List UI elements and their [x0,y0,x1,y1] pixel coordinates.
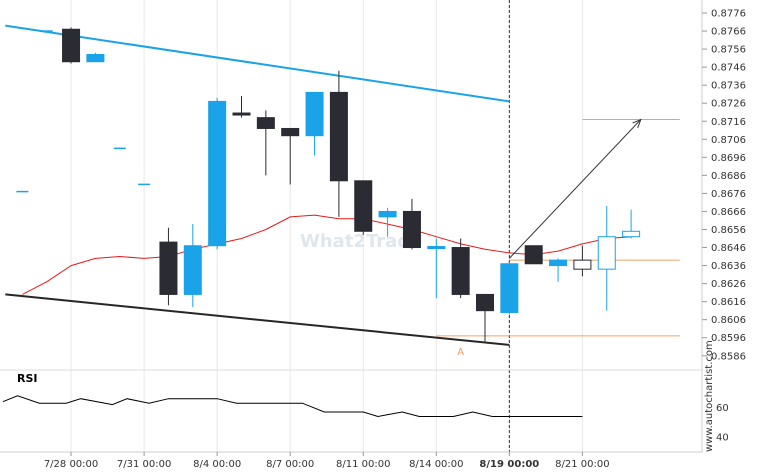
y-tick-label: 0.8766 [711,27,746,38]
axes: 0.8776 0.8766 0.8756 0.8746 0.8736 0.8726 0.87… [0,0,746,470]
y-tick-label: 0.8746 [711,63,746,74]
x-tick-label: 8/7 00:00 [266,459,314,470]
y-tick-label: 0.8616 [711,297,746,308]
candle-body [427,246,446,250]
candle-body [232,112,251,116]
candle-body [354,180,373,232]
y-tick-label: 0.8726 [711,99,746,110]
forecast-arrow [508,118,642,259]
candle-body [597,236,616,270]
candle-body [549,259,568,267]
y-tick-label: 0.8586 [711,351,746,362]
y-tick-label: 0.8636 [711,261,746,272]
rsi-panel: RSI 60 40 [0,369,729,444]
point-marker-label: A [457,347,464,358]
candle-body [329,91,348,182]
candle-body [524,245,543,265]
y-tick-label: 0.8706 [711,135,746,146]
candle-body [256,117,275,129]
y-tick-label: 0.8756 [711,45,746,56]
rsi-tick-label: 40 [716,433,729,444]
price-levels [436,118,680,337]
candle-body [86,54,105,63]
candle-body [281,127,300,137]
x-tick-label: 7/28 00:00 [44,459,98,470]
watermark-text: What2Trade [300,231,422,252]
candle-body [159,241,178,295]
y-tick-label: 0.8676 [711,189,746,200]
x-tick-label: 8/11 00:00 [336,459,390,470]
candle-body [573,259,592,270]
rsi-title: RSI [17,372,38,385]
x-tick-label: 8/14 00:00 [409,459,463,470]
candle-body [622,230,641,238]
y-tick-label: 0.8736 [711,81,746,92]
brand-text: www.autochartist.com [704,340,715,452]
y-tick-label: 0.8626 [711,279,746,290]
y-tick-label: 0.8606 [711,315,746,326]
x-tick-label: 8/21 00:00 [555,459,609,470]
rsi-line [2,395,583,418]
x-tick-label: 8/4 00:00 [193,459,241,470]
forecast-arrow-head [632,118,642,129]
y-tick-label: 0.8686 [711,171,746,182]
grid [70,0,583,452]
y-tick-label: 0.8656 [711,225,746,236]
y-tick-label: 0.8596 [711,333,746,344]
y-tick-label: 0.8776 [711,9,746,20]
forecast-arrow-line [508,119,642,259]
candle-body [476,293,494,312]
candle-body [378,210,397,218]
candle-body [208,100,227,247]
candle-body [183,245,202,295]
support-line [5,293,510,346]
y-tick-label: 0.8666 [711,207,746,218]
candle-body [402,210,421,249]
trendlines: A [5,24,510,358]
candles [16,27,641,342]
candle-body [305,91,324,137]
rsi-tick-label: 60 [716,403,729,414]
candle-body [62,28,81,63]
candle-body [500,263,519,313]
y-tick-label: 0.8646 [711,243,746,254]
y-tick-label: 0.8696 [711,153,746,164]
resistance-line [5,24,510,103]
x-tick-label: 7/31 00:00 [117,459,171,470]
x-tick-label: 8/19 00:00 [479,459,539,470]
y-tick-label: 0.8716 [711,117,746,128]
candle-body [451,247,470,295]
